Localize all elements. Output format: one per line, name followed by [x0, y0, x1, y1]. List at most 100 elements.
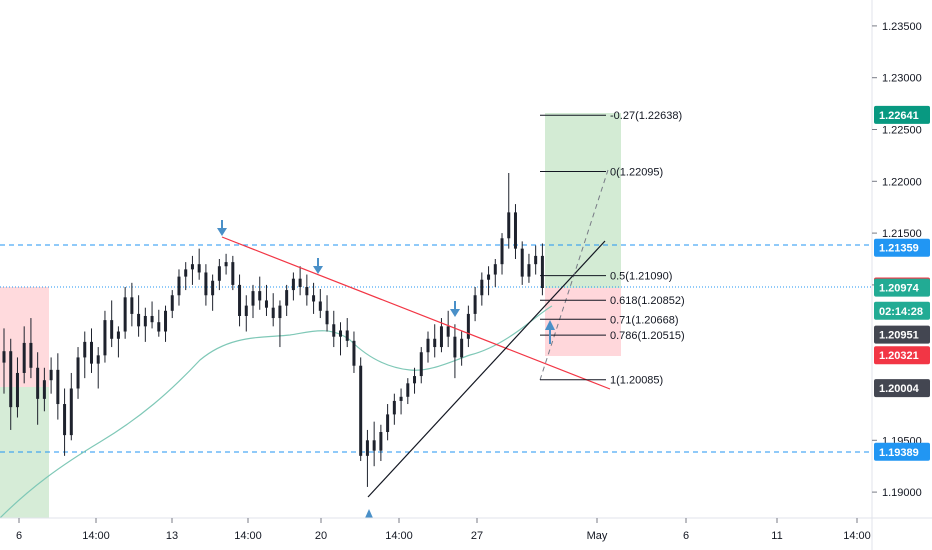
price-badge[interactable]: 1.20321	[874, 346, 930, 365]
candle	[345, 318, 349, 348]
candle	[36, 352, 40, 425]
candle	[143, 307, 147, 342]
price-tick-label: 1.23000	[882, 73, 922, 85]
candle-body	[96, 355, 100, 364]
price-badge-label: 1.20951	[879, 330, 919, 342]
time-tick-label: 27	[471, 530, 483, 542]
price-badge[interactable]: 1.19389	[874, 442, 930, 461]
candle	[413, 367, 417, 394]
candle-body	[217, 266, 221, 281]
candle-body	[211, 280, 215, 296]
time-tick-label: 14:00	[234, 530, 262, 542]
candle	[325, 295, 329, 332]
candle-body	[365, 440, 369, 456]
price-axis[interactable]: 1.235001.230001.225001.220001.215001.210…	[871, 0, 930, 550]
candle	[466, 305, 470, 348]
candle-body	[332, 324, 336, 337]
candle	[399, 388, 403, 415]
candle	[116, 326, 120, 358]
candle	[29, 318, 33, 379]
candle	[264, 284, 268, 316]
candle	[69, 372, 73, 441]
price-badge[interactable]: 1.20951	[874, 325, 930, 344]
candle-body	[278, 305, 282, 319]
candle-body	[130, 297, 134, 314]
candle-body	[426, 338, 430, 353]
candle	[96, 347, 100, 389]
fibonacci-retracement[interactable]: -0.27(1.22638) 0(1.22095) 0.5(1.21090) 0.61…	[540, 110, 685, 387]
candle-body	[238, 284, 242, 316]
stop-loss-zone-right	[545, 288, 621, 356]
candle	[386, 404, 390, 441]
candle-body	[2, 351, 6, 363]
candle-body	[83, 341, 87, 358]
fib-level: 0.5(1.21090)	[540, 271, 672, 283]
candle	[271, 293, 275, 327]
candle	[285, 284, 289, 316]
candle-body	[15, 372, 19, 408]
candle-body	[372, 440, 376, 451]
fibonacci-diagonal	[539, 169, 609, 381]
time-tick-label: 14:00	[82, 530, 110, 542]
price-badge-bg	[874, 442, 930, 461]
candle-body	[258, 291, 262, 301]
candle-body	[69, 388, 73, 436]
time-tick-label: May	[587, 530, 608, 542]
candle	[433, 324, 437, 358]
take-profit-zone-right	[545, 113, 621, 288]
candle-body	[271, 307, 275, 319]
price-badge[interactable]: 02:14:28	[874, 301, 930, 320]
price-badge-bg	[874, 346, 930, 365]
price-badge[interactable]: 1.21359	[874, 238, 930, 257]
price-badge[interactable]: 1.22641	[874, 105, 930, 124]
candle	[251, 284, 255, 319]
candle	[15, 357, 19, 418]
time-tick-label: 11	[771, 530, 782, 542]
candle-body	[204, 272, 208, 296]
candle-body	[325, 310, 329, 325]
candle-body	[473, 295, 477, 314]
candle-body	[540, 255, 544, 289]
candle	[123, 286, 127, 339]
down-arrow-icon	[450, 301, 460, 317]
fib-level: 1(1.20085)	[540, 375, 663, 387]
candle-body	[224, 262, 228, 267]
candle-body	[190, 264, 194, 270]
candle-body	[285, 290, 289, 306]
time-tick-label: 6	[683, 530, 689, 542]
price-badge[interactable]: 1.20974	[874, 278, 930, 297]
take-profit-zone-left	[0, 387, 49, 518]
time-tick-label: 14:00	[385, 530, 413, 542]
price-badge-label: 1.21359	[879, 243, 919, 255]
candle	[291, 272, 295, 301]
price-badge-bg	[874, 301, 930, 320]
candle	[224, 253, 228, 275]
price-badge-label: 1.22641	[879, 110, 919, 122]
candle-body	[56, 369, 60, 405]
candle-body	[406, 383, 410, 397]
up-arrow-icon	[545, 320, 555, 344]
candle	[426, 331, 430, 363]
candle-body	[36, 367, 40, 399]
candle	[359, 357, 363, 462]
candle	[9, 338, 13, 430]
price-tick-label: 1.19000	[882, 487, 922, 499]
candle-body	[339, 330, 342, 337]
candle-body	[264, 300, 268, 308]
candle	[332, 310, 336, 348]
candle-body	[49, 369, 53, 381]
price-badge-bg	[874, 278, 930, 297]
candle	[406, 378, 410, 405]
candle	[419, 347, 423, 384]
price-badge[interactable]: 1.20004	[874, 379, 930, 398]
ascending-trendline[interactable]	[367, 240, 606, 498]
candle	[56, 353, 60, 420]
candle-body	[534, 255, 538, 265]
time-axis[interactable]: 6 14:00 13 14:00 20 14:00 27 May 6 11 14:00	[0, 517, 932, 542]
candle	[460, 331, 464, 366]
descending-trendline[interactable]	[221, 236, 611, 390]
candle	[42, 367, 46, 412]
fib-level: -0.27(1.22638)	[540, 110, 682, 122]
candle	[487, 266, 491, 296]
